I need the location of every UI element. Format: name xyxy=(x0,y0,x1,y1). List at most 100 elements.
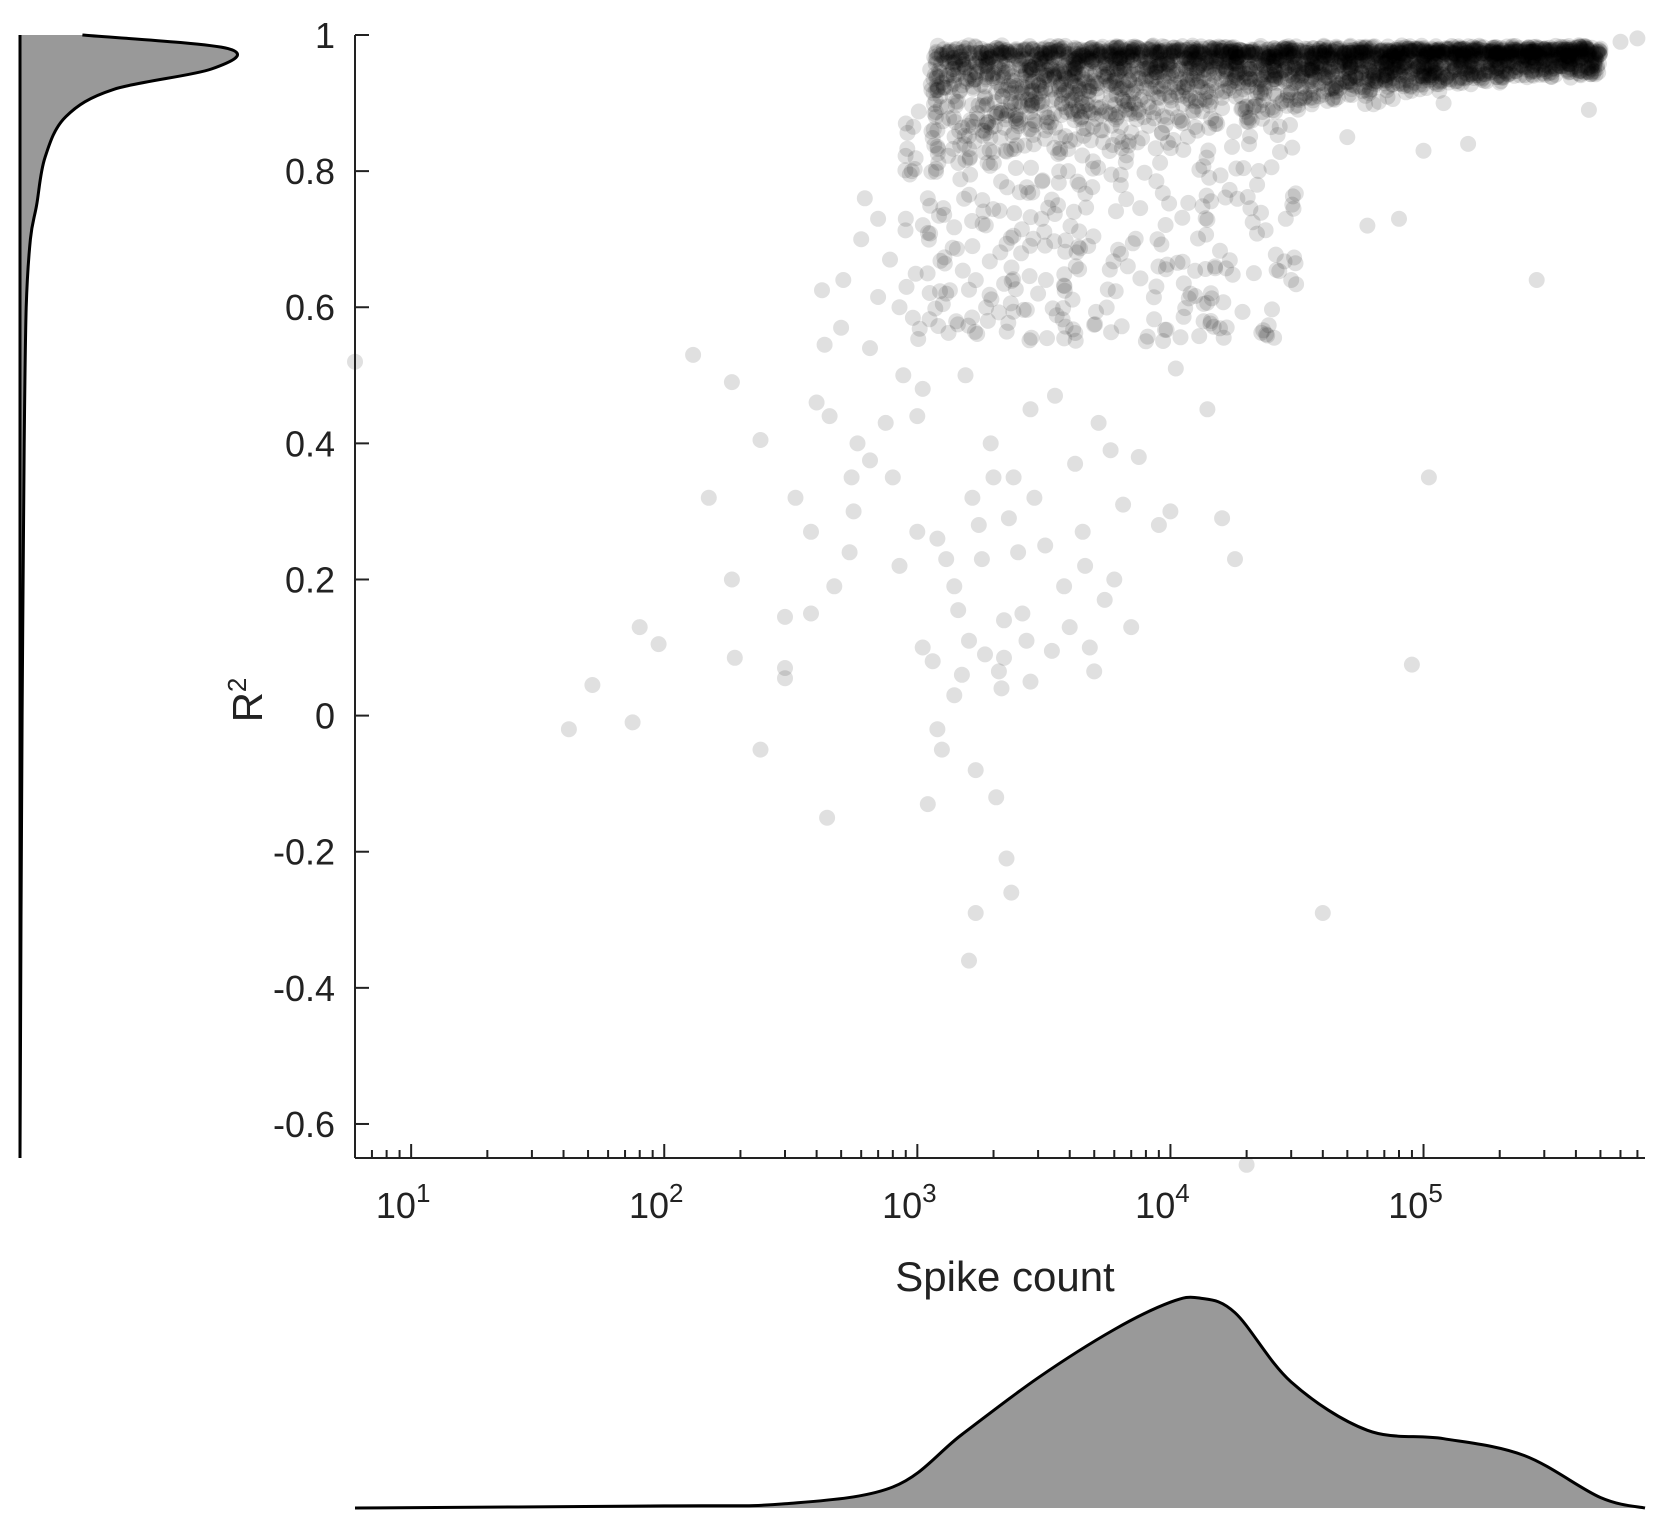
scatter-point xyxy=(877,414,894,431)
scatter-point xyxy=(940,54,956,71)
scatter-point xyxy=(966,45,983,62)
scatter-point xyxy=(1352,48,1369,65)
scatter-point xyxy=(964,53,981,69)
scatter-point xyxy=(1058,104,1075,120)
scatter-point xyxy=(1266,40,1283,57)
scatter-point xyxy=(1179,72,1196,89)
scatter-point xyxy=(1447,45,1464,62)
scatter-point xyxy=(1315,37,1332,54)
scatter-point xyxy=(1511,60,1528,77)
scatter-point xyxy=(650,636,667,653)
scatter-point xyxy=(1427,50,1443,67)
scatter-point xyxy=(1151,90,1168,106)
scatter-point xyxy=(1034,93,1051,110)
scatter-point xyxy=(1284,196,1301,213)
scatter-point xyxy=(1306,50,1323,67)
scatter-point xyxy=(1221,44,1238,61)
scatter-point xyxy=(1033,96,1050,113)
scatter-point xyxy=(1046,67,1063,84)
scatter-point xyxy=(1203,77,1220,94)
scatter-point xyxy=(1544,47,1561,64)
scatter-point xyxy=(1187,119,1204,135)
scatter-point xyxy=(1108,38,1125,55)
scatter-point xyxy=(1475,39,1492,56)
scatter-point xyxy=(1170,41,1187,58)
scatter-point xyxy=(1084,43,1101,60)
scatter-point xyxy=(929,82,946,99)
scatter-point xyxy=(1254,104,1271,120)
scatter-point xyxy=(1172,52,1189,69)
scatter-point xyxy=(1256,46,1273,63)
scatter-point xyxy=(1107,106,1124,123)
scatter-point xyxy=(1228,52,1245,69)
scatter-point xyxy=(1305,40,1322,57)
scatter-point xyxy=(1134,43,1151,60)
scatter-point xyxy=(1023,329,1040,346)
scatter-point xyxy=(1585,65,1602,82)
scatter-point xyxy=(978,69,994,86)
scatter-point xyxy=(1065,52,1082,69)
scatter-point xyxy=(1184,102,1201,119)
scatter-point xyxy=(953,51,970,68)
scatter-point xyxy=(1501,63,1518,80)
scatter-point xyxy=(946,219,963,236)
scatter-point xyxy=(1080,238,1097,254)
scatter-point xyxy=(1495,47,1512,64)
scatter-point xyxy=(1476,66,1493,82)
scatter-point xyxy=(1135,60,1151,77)
scatter-point xyxy=(1242,61,1258,78)
scatter-point xyxy=(1217,189,1234,206)
scatter-point xyxy=(1183,46,1200,63)
scatter-point xyxy=(1155,43,1172,60)
scatter-point xyxy=(1039,330,1055,347)
scatter-point xyxy=(1474,45,1491,62)
scatter-point xyxy=(945,67,962,84)
scatter-point xyxy=(1328,38,1345,55)
scatter-point xyxy=(1398,77,1415,93)
scatter-point xyxy=(1172,61,1189,78)
scatter-point xyxy=(624,714,641,731)
scatter-point xyxy=(1018,41,1035,58)
scatter-point xyxy=(989,47,1006,64)
scatter-point xyxy=(1527,44,1544,61)
scatter-point xyxy=(978,113,995,130)
scatter-point xyxy=(1247,90,1264,107)
scatter-point xyxy=(945,43,962,60)
scatter-point xyxy=(1082,132,1099,149)
scatter-point xyxy=(1584,57,1600,74)
scatter-point xyxy=(1365,75,1382,92)
scatter-point xyxy=(941,282,958,299)
scatter-point xyxy=(1257,50,1274,67)
scatter-point xyxy=(1576,46,1593,63)
scatter-point xyxy=(1536,44,1553,61)
scatter-point xyxy=(1365,96,1382,113)
scatter-point xyxy=(1024,40,1041,57)
scatter-point xyxy=(1373,54,1390,71)
scatter-point xyxy=(1159,56,1176,72)
scatter-point xyxy=(1397,54,1414,71)
scatter-point xyxy=(1282,84,1299,101)
scatter-point xyxy=(995,69,1012,86)
scatter-point xyxy=(1562,43,1579,60)
scatter-point xyxy=(835,272,852,288)
scatter-point xyxy=(1567,55,1584,72)
scatter-point xyxy=(1093,107,1110,124)
scatter-point xyxy=(1501,46,1518,63)
scatter-point xyxy=(979,54,996,71)
scatter-point xyxy=(929,81,946,98)
scatter-point xyxy=(1115,59,1132,76)
scatter-point xyxy=(1037,81,1054,98)
scatter-point xyxy=(1583,57,1600,74)
scatter-point xyxy=(1252,38,1269,54)
scatter-point xyxy=(1315,38,1332,55)
scatter-point xyxy=(1454,45,1471,62)
scatter-point xyxy=(1475,69,1492,86)
scatter-point xyxy=(1209,42,1226,58)
scatter-point xyxy=(1037,537,1054,554)
scatter-point xyxy=(1379,52,1396,69)
scatter-point xyxy=(1074,147,1091,164)
scatter-point xyxy=(1322,61,1338,78)
scatter-point xyxy=(1376,75,1393,92)
scatter-point xyxy=(1286,59,1303,76)
scatter-point xyxy=(1152,57,1168,74)
